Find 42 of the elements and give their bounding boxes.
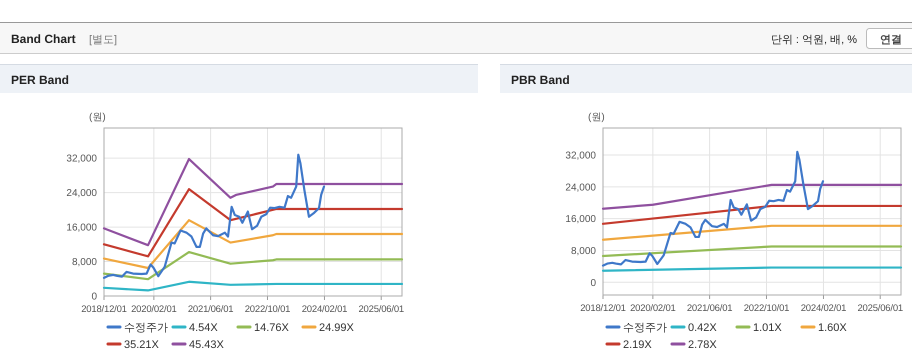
legend-label: 35.21X	[124, 339, 160, 351]
chart-title: PBR Band	[511, 73, 570, 87]
legend-label: 4.54X	[189, 322, 218, 334]
text: 연결	[880, 34, 902, 46]
y-tick-label: 8,000	[570, 246, 596, 257]
legend-label: 1.60X	[818, 322, 848, 334]
legend-label: 24.99X	[319, 322, 355, 334]
chart-title: PER Band	[11, 73, 70, 87]
y-tick-label: 32,000	[565, 150, 596, 162]
legend-label: 1.01X	[753, 322, 782, 334]
legend-label: 수정주가	[623, 322, 667, 334]
y-axis-title: (원)	[588, 112, 605, 123]
legend-label: 2.19X	[623, 339, 652, 351]
legend-label: 수정주가	[124, 322, 168, 334]
y-tick-label: 24,000	[66, 188, 98, 200]
x-tick-label: 2021/06/01	[686, 303, 732, 314]
text: Band Chart	[11, 32, 76, 46]
x-tick-label: 2022/10/01	[244, 304, 290, 315]
legend-label: 14.76X	[254, 322, 290, 334]
x-tick-label: 2022/10/01	[744, 303, 790, 314]
y-tick-label: 16,000	[66, 222, 98, 234]
y-tick-label: 0	[590, 278, 596, 289]
y-tick-label: 24,000	[565, 182, 596, 194]
text: 단위 : 억원, 배, %	[770, 34, 858, 46]
legend-label: 0.42X	[688, 322, 718, 334]
x-tick-label: 2021/06/01	[188, 304, 234, 315]
legend-label: 2.78X	[688, 339, 718, 351]
x-tick-label: 2024/02/01	[302, 304, 348, 315]
legend-label: 45.43X	[189, 339, 225, 351]
y-tick-label: 32,000	[66, 154, 98, 165]
x-tick-label: 2020/02/01	[131, 304, 177, 315]
x-tick-label: 2025/06/01	[857, 303, 903, 314]
text: [별도]	[89, 34, 118, 46]
y-tick-label: 8,000	[72, 257, 98, 268]
y-tick-label: 16,000	[565, 214, 596, 226]
x-tick-label: 2024/02/01	[800, 303, 846, 314]
y-axis-title: (원)	[89, 112, 106, 123]
y-tick-label: 0	[91, 292, 98, 302]
x-tick-label: 2018/12/01	[81, 304, 127, 315]
x-tick-label: 2020/02/01	[630, 303, 676, 314]
x-tick-label: 2018/12/01	[580, 303, 626, 314]
x-tick-label: 2025/06/01	[358, 304, 404, 315]
